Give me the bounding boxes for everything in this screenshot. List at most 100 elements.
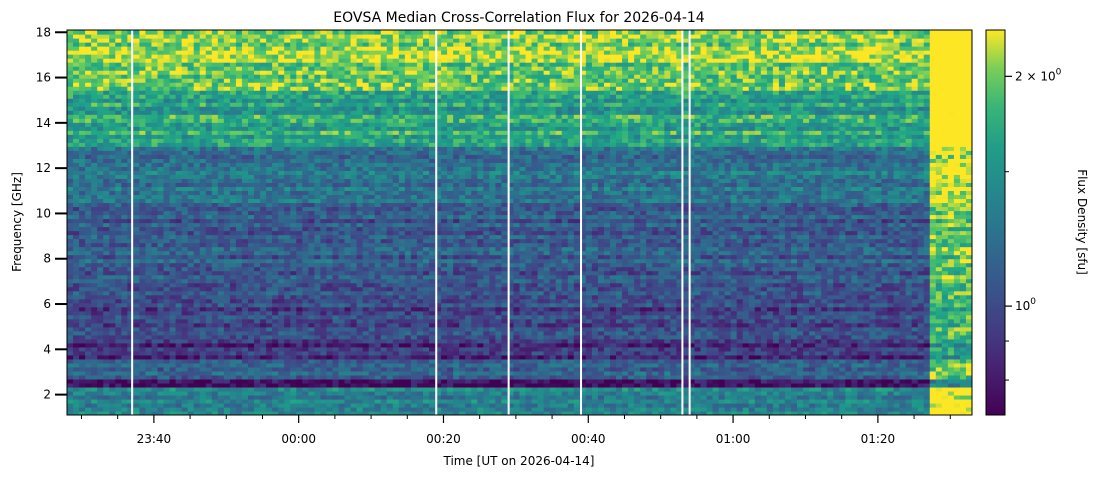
heatmap-cell xyxy=(670,330,677,336)
heatmap-cell xyxy=(585,314,593,320)
heatmap-cell xyxy=(459,402,466,408)
heatmap-cell xyxy=(555,310,563,316)
heatmap-cell xyxy=(676,326,683,332)
heatmap-cell xyxy=(579,390,587,396)
heatmap-cell xyxy=(923,306,931,312)
heatmap-cell xyxy=(537,346,545,352)
heatmap-cell xyxy=(682,402,690,408)
heatmap-cell xyxy=(109,362,116,368)
heatmap-cell xyxy=(362,302,370,308)
heatmap-cell xyxy=(254,278,261,284)
heatmap-cell xyxy=(320,394,328,400)
heatmap-cell xyxy=(278,302,285,308)
heatmap-cell xyxy=(350,282,358,288)
heatmap-cell xyxy=(543,282,551,288)
heatmap-cell xyxy=(664,398,671,404)
heatmap-cell xyxy=(507,374,515,380)
heatmap-cell xyxy=(163,394,171,400)
heatmap-cell xyxy=(79,346,86,352)
heatmap-cell xyxy=(947,362,955,368)
heatmap-cell xyxy=(260,362,267,368)
heatmap-cell xyxy=(187,302,195,308)
heatmap-cell xyxy=(229,394,237,400)
heatmap-cell xyxy=(314,402,321,408)
heatmap-cell xyxy=(217,354,225,360)
heatmap-cell xyxy=(863,294,871,300)
heatmap-cell xyxy=(320,378,328,384)
heatmap-cell xyxy=(441,334,448,340)
heatmap-cell xyxy=(284,374,291,380)
heatmap-cell xyxy=(290,298,297,304)
heatmap-cell xyxy=(121,306,128,312)
heatmap-cell xyxy=(145,318,153,324)
heatmap-cell xyxy=(326,342,334,348)
heatmap-cell xyxy=(784,410,792,415)
heatmap-cell xyxy=(326,290,334,296)
heatmap-cell xyxy=(302,410,309,415)
heatmap-cell xyxy=(332,322,340,328)
heatmap-cell xyxy=(567,346,575,352)
heatmap-cell xyxy=(435,302,442,308)
heatmap-cell xyxy=(501,406,509,412)
heatmap-cell xyxy=(145,386,153,392)
heatmap-cell xyxy=(784,302,792,308)
heatmap-cell xyxy=(435,378,442,384)
heatmap-cell xyxy=(386,282,394,288)
heatmap-cell xyxy=(549,282,557,288)
heatmap-cell xyxy=(857,406,864,412)
heatmap-cell xyxy=(109,338,116,344)
heatmap-cell xyxy=(314,410,321,415)
heatmap-cell xyxy=(760,294,768,300)
heatmap-cell xyxy=(815,326,822,332)
heatmap-cell xyxy=(899,310,907,316)
heatmap-cell xyxy=(368,322,376,328)
heatmap-cell xyxy=(965,394,972,400)
heatmap-cell xyxy=(392,326,400,332)
heatmap-cell xyxy=(338,390,346,396)
heatmap-cell xyxy=(217,310,225,316)
heatmap-cell xyxy=(223,286,231,292)
heatmap-cell xyxy=(561,410,569,415)
heatmap-cell xyxy=(157,386,165,392)
heatmap-cell xyxy=(634,386,641,392)
heatmap-cell xyxy=(447,314,454,320)
heatmap-cell xyxy=(851,350,858,356)
heatmap-cell xyxy=(821,302,828,308)
heatmap-cell xyxy=(241,390,249,396)
heatmap-cell xyxy=(362,366,370,372)
heatmap-cell xyxy=(314,330,321,336)
heatmap-cell xyxy=(549,314,557,320)
heatmap-cell xyxy=(869,366,877,372)
heatmap-cell xyxy=(217,366,225,372)
heatmap-cell xyxy=(368,382,376,388)
heatmap-cell xyxy=(290,342,297,348)
heatmap-cell xyxy=(272,358,279,364)
heatmap-cell xyxy=(392,390,400,396)
heatmap-cell xyxy=(875,322,883,328)
heatmap-cell xyxy=(483,378,490,384)
heatmap-cell xyxy=(893,314,901,320)
heatmap-cell xyxy=(591,394,599,400)
heatmap-cell xyxy=(386,394,394,400)
heatmap-cell xyxy=(483,290,490,296)
heatmap-cell xyxy=(471,406,478,412)
heatmap-cell xyxy=(429,410,436,415)
heatmap-cell xyxy=(591,402,599,408)
heatmap-cell xyxy=(314,326,321,332)
heatmap-cell xyxy=(103,410,110,415)
heatmap-cell xyxy=(610,310,617,316)
heatmap-cell xyxy=(959,402,967,408)
heatmap-cell xyxy=(616,362,623,368)
heatmap-cell xyxy=(664,390,671,396)
heatmap-cell xyxy=(465,374,472,380)
heatmap-cell xyxy=(616,398,623,404)
heatmap-cell xyxy=(229,362,237,368)
heatmap-cell xyxy=(797,306,804,312)
heatmap-cell xyxy=(791,306,798,312)
heatmap-cell xyxy=(947,330,955,336)
heatmap-cell xyxy=(531,410,539,415)
heatmap-cell xyxy=(694,394,702,400)
heatmap-cell xyxy=(223,334,231,340)
heatmap-cell xyxy=(929,354,937,360)
heatmap-cell xyxy=(760,298,768,304)
